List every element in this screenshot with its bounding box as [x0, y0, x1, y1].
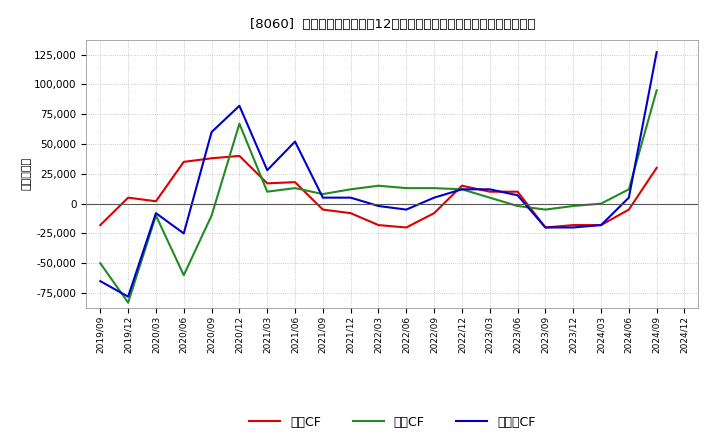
フリーCF: [152, 210, 161, 216]
フリーCF: [652, 49, 661, 55]
フリーCF: [124, 294, 132, 299]
フリーCF: [96, 279, 104, 284]
投資CF: [207, 213, 216, 218]
フリーCF: [179, 231, 188, 236]
フリーCF: [597, 223, 606, 228]
フリーCF: [318, 195, 327, 200]
Line: フリーCF: フリーCF: [100, 52, 657, 297]
Y-axis label: （百万円）: （百万円）: [21, 157, 31, 191]
営業CF: [569, 223, 577, 228]
営業CF: [96, 223, 104, 228]
営業CF: [346, 210, 355, 216]
営業CF: [152, 198, 161, 204]
投資CF: [513, 203, 522, 209]
投資CF: [485, 195, 494, 200]
フリーCF: [430, 195, 438, 200]
フリーCF: [291, 139, 300, 144]
投資CF: [374, 183, 383, 188]
フリーCF: [263, 168, 271, 173]
営業CF: [458, 183, 467, 188]
投資CF: [624, 187, 633, 192]
投資CF: [152, 213, 161, 218]
フリーCF: [207, 129, 216, 135]
営業CF: [430, 210, 438, 216]
営業CF: [318, 207, 327, 212]
Line: 営業CF: 営業CF: [100, 156, 657, 227]
フリーCF: [402, 207, 410, 212]
投資CF: [235, 121, 243, 126]
営業CF: [263, 181, 271, 186]
営業CF: [179, 159, 188, 165]
Legend: 営業CF, 投資CF, フリーCF: 営業CF, 投資CF, フリーCF: [249, 416, 536, 429]
フリーCF: [569, 225, 577, 230]
投資CF: [569, 203, 577, 209]
営業CF: [374, 223, 383, 228]
営業CF: [513, 189, 522, 194]
営業CF: [485, 189, 494, 194]
投資CF: [318, 191, 327, 197]
フリーCF: [458, 187, 467, 192]
営業CF: [541, 225, 550, 230]
投資CF: [291, 186, 300, 191]
投資CF: [96, 260, 104, 266]
投資CF: [652, 88, 661, 93]
営業CF: [652, 165, 661, 170]
フリーCF: [485, 187, 494, 192]
営業CF: [124, 195, 132, 200]
Title: [8060]  キャッシュフローの12か月移動合計の対前年同期増減額の推移: [8060] キャッシュフローの12か月移動合計の対前年同期増減額の推移: [250, 18, 535, 32]
投資CF: [346, 187, 355, 192]
投資CF: [430, 186, 438, 191]
営業CF: [402, 225, 410, 230]
営業CF: [291, 180, 300, 185]
Line: 投資CF: 投資CF: [100, 90, 657, 303]
投資CF: [124, 300, 132, 305]
フリーCF: [235, 103, 243, 108]
投資CF: [458, 187, 467, 192]
フリーCF: [346, 195, 355, 200]
投資CF: [179, 272, 188, 278]
営業CF: [597, 223, 606, 228]
フリーCF: [541, 225, 550, 230]
投資CF: [263, 189, 271, 194]
営業CF: [207, 156, 216, 161]
投資CF: [541, 207, 550, 212]
フリーCF: [624, 195, 633, 200]
営業CF: [624, 207, 633, 212]
投資CF: [597, 201, 606, 206]
営業CF: [235, 153, 243, 158]
フリーCF: [513, 193, 522, 198]
投資CF: [402, 186, 410, 191]
フリーCF: [374, 203, 383, 209]
